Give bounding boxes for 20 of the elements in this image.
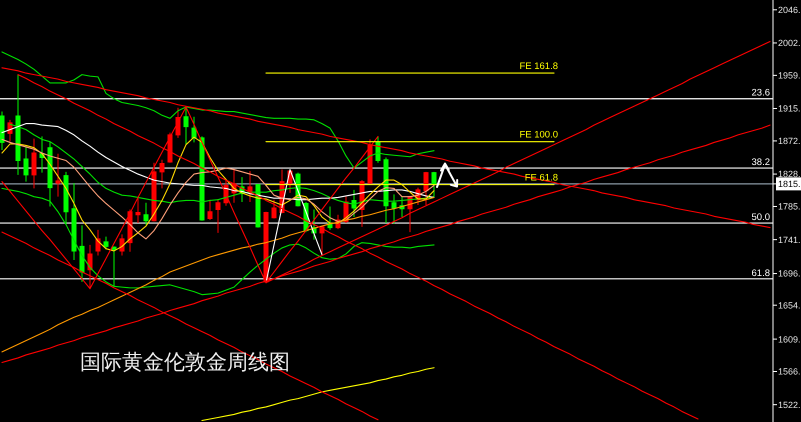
y-tick-label: 1696. [778, 268, 801, 279]
y-tick-label: 1959. [778, 70, 801, 81]
annotation: 61.8 [752, 268, 770, 279]
y-tick-label: 1609. [778, 334, 801, 344]
y-tick-label: 1815. [778, 179, 801, 190]
y-tick-label: 1654. [778, 300, 801, 310]
annotation: 23.6 [752, 88, 770, 99]
y-tick-label: 1522. [778, 400, 801, 410]
y-tick-label: 2046. [778, 4, 801, 15]
y-tick-label: 1828. [778, 169, 801, 180]
y-tick-label: 1566. [778, 366, 801, 377]
series-label: FE 161.8 [519, 61, 558, 72]
y-tick-label: 2002. [778, 38, 801, 48]
series-label: FE 100.0 [519, 130, 558, 141]
y-tick-label: 1741. [778, 234, 801, 245]
annotation: 50.0 [752, 212, 770, 224]
y-tick-label: 1785. [778, 202, 801, 212]
y-tick-label: 1872. [778, 136, 801, 146]
annotation: 38.2 [752, 157, 770, 168]
y-tick-label: 1915. [778, 104, 801, 114]
